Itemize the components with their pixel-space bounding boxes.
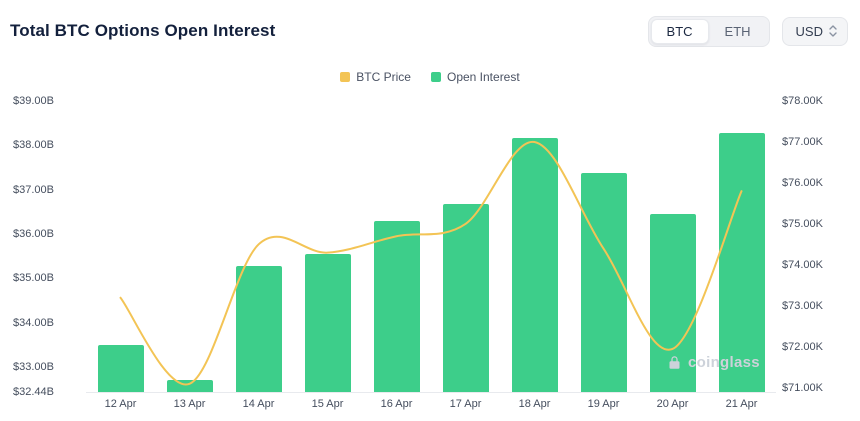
legend-item-btc-price[interactable]: BTC Price [340,70,411,84]
toggle-eth-button[interactable]: ETH [709,19,767,44]
header-controls: BTC ETH USD [647,15,848,47]
plot-area [86,101,776,392]
left-axis-tick: $37.00B [13,183,54,196]
line-layer [119,140,743,386]
right-axis-tick: $73.00K [782,299,823,312]
btc-price-swatch [340,72,351,82]
toggle-btc-button[interactable]: BTC [650,18,709,44]
x-axis-label: 14 Apr [242,398,275,410]
bar-18-apr[interactable] [511,138,558,392]
legend-label-btc-price: BTC Price [356,70,411,84]
chart-title: Total BTC Options Open Interest [10,21,276,40]
header: Total BTC Options Open Interest BTC ETH … [10,14,848,48]
right-axis-tick: $78.00K [782,95,823,107]
x-axis-label: 13 Apr [173,398,206,410]
btc-price-line [119,140,743,386]
right-axis-tick: $72.00K [782,340,823,353]
x-axis-line [86,392,776,393]
left-axis-tick: $39.00B [13,95,54,107]
x-axis-label: 12 Apr [104,398,137,410]
chart-legend: BTC Price Open Interest [0,70,860,84]
right-axis-tick: $77.00K [782,135,823,148]
right-axis-tick: $74.00K [782,258,823,271]
left-axis-tick: $34.00B [13,316,54,329]
left-axis-tick: $33.00B [13,361,54,374]
coinglass-watermark: coinglass [667,354,760,371]
x-axis-label: 16 Apr [380,398,413,410]
bar-21-apr[interactable] [718,132,765,392]
bar-19-apr[interactable] [580,173,627,392]
right-axis-tick: $71.00K [782,381,823,394]
legend-label-open-interest: Open Interest [446,70,520,84]
bar-17-apr[interactable] [442,203,489,392]
left-axis-tick: $35.00B [13,272,54,285]
x-axis-label: 20 Apr [656,398,689,410]
legend-item-open-interest[interactable]: Open Interest [430,70,520,84]
x-axis-label: 18 Apr [518,398,551,410]
updown-chevron-icon [829,25,837,37]
x-axis-label: 19 Apr [587,398,620,410]
watermark-text: coinglass [688,354,760,371]
right-axis-tick: $75.00K [782,217,823,230]
coinglass-logo-icon [669,356,680,369]
left-axis-tick: $32.44B [13,386,54,398]
x-axis-label: 21 Apr [725,398,758,410]
bar-16-apr[interactable] [373,220,420,392]
x-axis-label: 17 Apr [449,398,482,410]
bar-12-apr[interactable] [97,344,144,392]
bar-14-apr[interactable] [235,266,282,392]
left-axis-tick: $38.00B [13,139,54,152]
open-interest-swatch [430,72,441,82]
asset-toggle: BTC ETH [647,15,770,47]
x-axis-label: 15 Apr [311,398,344,410]
currency-select[interactable]: USD [781,16,848,46]
bar-15-apr[interactable] [304,254,351,392]
right-axis-tick: $76.00K [782,176,823,189]
currency-value: USD [795,23,823,39]
left-axis-tick: $36.00B [13,228,54,241]
